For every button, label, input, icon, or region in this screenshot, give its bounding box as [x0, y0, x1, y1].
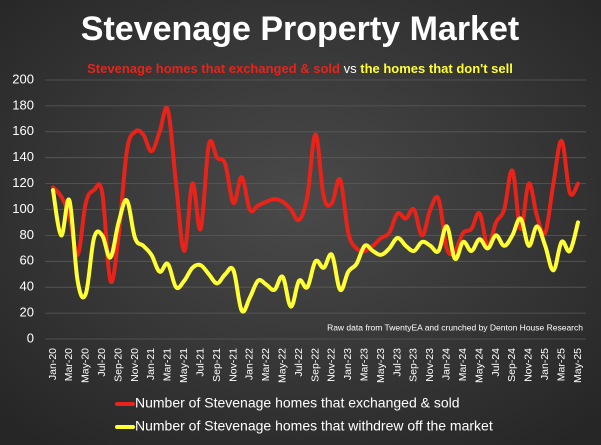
- y-tick-label: 140: [12, 149, 34, 164]
- x-tick-label: Jan-24: [441, 348, 453, 380]
- y-tick-label: 160: [12, 123, 34, 138]
- x-tick-label: Jul-23: [391, 348, 403, 377]
- x-tick-label: Jan-22: [244, 348, 256, 380]
- y-tick-label: 80: [20, 227, 34, 242]
- x-tick-label: Sep-21: [211, 348, 223, 382]
- y-tick-label: 0: [27, 330, 34, 345]
- y-tick-label: 60: [20, 253, 34, 268]
- x-tick-label: May-25: [572, 348, 584, 383]
- x-tick-label: Nov-20: [129, 348, 141, 382]
- subtitle-part: Stevenage homes that exchanged & sold: [87, 61, 340, 76]
- x-tick-label: Sep-23: [408, 348, 420, 382]
- x-tick-label: Jul-22: [293, 348, 305, 377]
- y-tick-label: 180: [12, 97, 34, 112]
- x-tick-label: Jul-21: [194, 348, 206, 377]
- y-tick-label: 100: [12, 201, 34, 216]
- x-tick-label: Jan-23: [342, 348, 354, 380]
- x-tick-label: Nov-21: [227, 348, 239, 382]
- x-tick-label: May-23: [375, 348, 387, 383]
- y-tick-label: 120: [12, 175, 34, 190]
- x-tick-label: May-21: [178, 348, 190, 383]
- series-line: [51, 188, 580, 314]
- chart-title: Stevenage Property Market: [81, 10, 519, 48]
- x-tick-label: Jan-21: [145, 348, 157, 380]
- x-tick-label: Jul-24: [490, 348, 502, 377]
- x-tick-label: Mar-24: [457, 348, 469, 381]
- x-tick-label: Jul-20: [96, 348, 108, 377]
- x-tick-label: Mar-20: [63, 348, 75, 381]
- x-tick-label: May-24: [473, 348, 485, 383]
- x-tick-label: Nov-22: [326, 348, 338, 382]
- x-tick-label: Sep-22: [309, 348, 321, 382]
- legend-label: Number of Stevenage homes that withdrew …: [135, 418, 493, 434]
- x-tick-label: Nov-24: [523, 348, 535, 382]
- x-tick-label: Jan-25: [539, 348, 551, 380]
- x-tick-label: Sep-20: [112, 348, 124, 382]
- x-tick-label: Nov-23: [424, 348, 436, 382]
- x-tick-label: May-20: [80, 348, 92, 383]
- x-tick-label: Sep-24: [506, 348, 518, 382]
- x-tick-label: Mar-25: [555, 348, 567, 381]
- subtitle-part: the homes that don't sell: [360, 61, 513, 76]
- x-tick-label: Mar-23: [359, 348, 371, 381]
- x-tick-label: Mar-22: [260, 348, 272, 381]
- legend-label: Number of Stevenage homes that exchanged…: [135, 395, 460, 411]
- y-tick-label: 20: [20, 305, 34, 320]
- y-tick-label: 40: [20, 279, 34, 294]
- y-tick-label: 200: [12, 71, 34, 86]
- annotation: Raw data from TwentyEA and crunched by D…: [327, 322, 583, 332]
- subtitle-part: vs: [344, 61, 358, 76]
- x-tick-label: May-22: [276, 348, 288, 383]
- x-tick-label: Jan-20: [47, 348, 59, 380]
- x-tick-label: Mar-21: [162, 348, 174, 381]
- chart-subtitle: Stevenage homes that exchanged & sold vs…: [87, 61, 513, 76]
